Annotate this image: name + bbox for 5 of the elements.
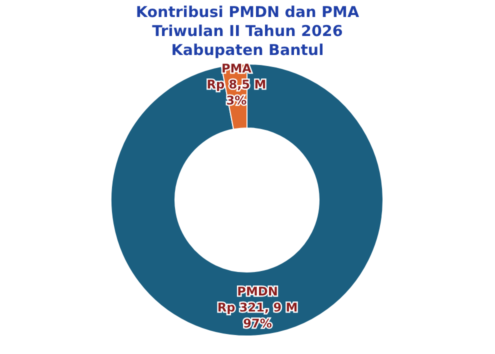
- slice-label: PMDN: [237, 284, 278, 299]
- data-label: 97%: [243, 316, 272, 331]
- chart-title: Kontribusi PMDN dan PMA Triwulan II Tahun 2026 Kabupaten Bantul: [136, 3, 360, 59]
- donut-slice: [110, 64, 384, 336]
- text: Rp 321, 9 M: [217, 300, 298, 315]
